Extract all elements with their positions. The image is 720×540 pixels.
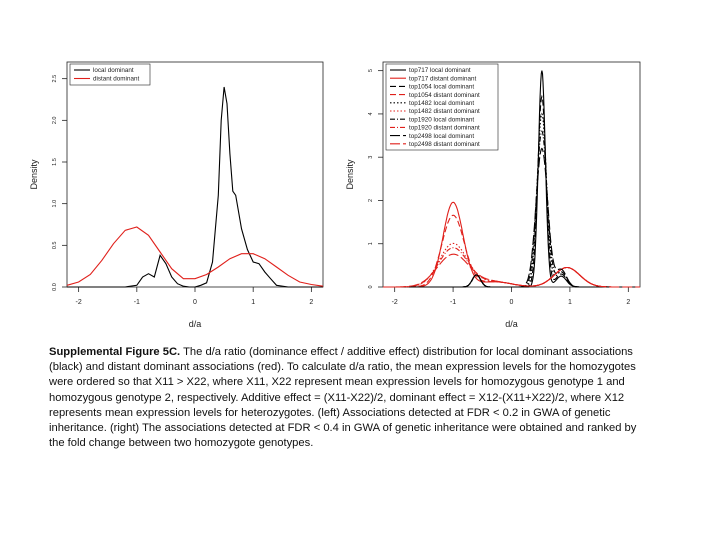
y-tick-label: 2.0 (52, 117, 58, 125)
y-tick-label: 0.0 (52, 283, 58, 291)
series-curve-top717-distant-dominant (383, 201, 640, 288)
y-tick-label: 1.0 (52, 200, 58, 208)
y-tick-label: 5 (368, 69, 374, 72)
series-curve-top2498-distant-dominant (383, 253, 640, 288)
x-tick-label: -1 (134, 299, 140, 306)
x-tick-label: -2 (76, 299, 82, 306)
legend-entry: top1920 distant dominant (409, 125, 480, 132)
x-axis-label: d/a (189, 319, 202, 329)
legend-entry: top1482 local dominant (409, 100, 474, 107)
x-tick-label: 2 (626, 299, 630, 306)
x-tick-label: 1 (568, 299, 572, 306)
figure-caption: Supplemental Figure 5C. The d/a ratio (d… (49, 345, 649, 451)
left-density-plot: -2 -1 0 1 2 0.0 0.5 1.0 1.5 2.0 2.5 d/a Density local… (29, 61, 324, 329)
legend-entry: distant dominant (93, 76, 139, 83)
legend-entry: top1054 distant dominant (409, 92, 480, 99)
y-tick-label: 2 (368, 199, 374, 202)
x-tick-label: -2 (392, 299, 398, 306)
legend-entry: top2498 local dominant (409, 133, 474, 140)
legend-entry: top1920 local dominant (409, 116, 474, 123)
series-curve-top2498-local-dominant (383, 147, 640, 288)
legend-entry: top1482 distant dominant (409, 108, 480, 115)
legend-entry: top717 distant dominant (409, 75, 476, 82)
y-tick-label: 4 (368, 112, 374, 115)
legend-entry: local dominant (93, 67, 134, 74)
series-curve-local-dominant (67, 86, 323, 288)
caption-text: The d/a ratio (dominance effect / additi… (49, 346, 637, 450)
series-curve-distant-dominant (66, 226, 324, 287)
x-tick-label: 0 (193, 299, 197, 306)
x-tick-label: 1 (251, 299, 255, 306)
caption-label: Supplemental Figure 5C. (49, 346, 181, 358)
legend-entry: top1054 local dominant (409, 84, 474, 91)
legend-entry: top717 local dominant (409, 67, 471, 74)
y-tick-label: 0.5 (52, 242, 58, 250)
x-axis-label: d/a (505, 319, 518, 329)
x-tick-label: -1 (450, 299, 456, 306)
x-tick-label: 2 (309, 299, 313, 306)
y-tick-label: 3 (368, 156, 374, 159)
right-density-plot: -2 -1 0 1 2 0 1 2 3 4 5 d/a Density top717 local domi… (345, 61, 641, 329)
figure: -2 -1 0 1 2 0.0 0.5 1.0 1.5 2.0 2.5 d/a Density local… (29, 61, 641, 329)
y-axis-label: Density (345, 159, 355, 190)
y-tick-label: 1.5 (52, 158, 58, 166)
series-curve-top1482-distant-dominant (383, 242, 640, 288)
series-curve-top1920-distant-dominant (383, 247, 640, 288)
series-curve-top1920-local-dominant (383, 130, 640, 288)
y-tick-label: 1 (368, 242, 374, 245)
y-tick-label: 0 (368, 285, 374, 288)
plot-frame (66, 61, 324, 288)
y-axis-label: Density (29, 159, 39, 190)
y-tick-label: 2.5 (52, 75, 58, 83)
legend-box (69, 63, 151, 86)
series-curve-top1054-distant-dominant (383, 214, 640, 288)
x-tick-label: 0 (510, 299, 514, 306)
legend-entry: top2498 distant dominant (409, 141, 480, 148)
